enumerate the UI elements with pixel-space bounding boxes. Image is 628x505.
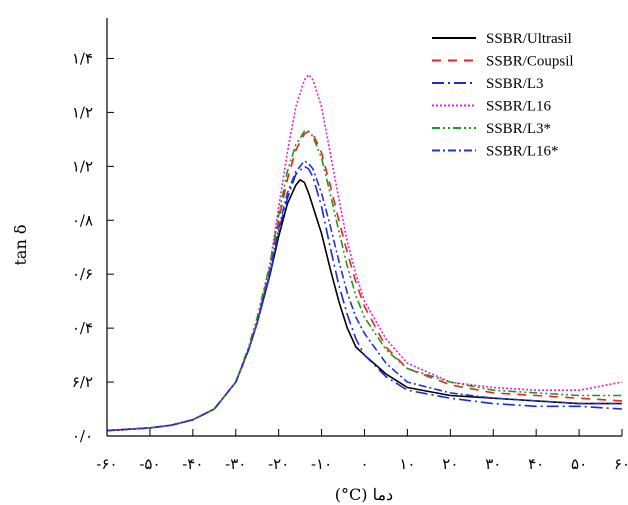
y-tick-label: ۶/۲ — [72, 373, 93, 391]
x-tick-label: -۳۰ — [225, 455, 246, 473]
x-tick-label: -۶۰ — [96, 455, 117, 473]
x-tick-label: -۱۰ — [311, 455, 332, 473]
axes-layer — [106, 18, 622, 437]
y-tick-label: ۱/۲ — [72, 157, 93, 175]
x-tick-label: ۱۰ — [399, 455, 415, 473]
x-axis-title: (°C) دما — [335, 485, 393, 504]
series-line-ssbr-l3 — [106, 130, 622, 432]
x-tick-label: -۴۰ — [182, 455, 203, 473]
y-tick-label: ۱/۴ — [72, 49, 93, 67]
y-tick-label: ۰/۰ — [72, 427, 93, 445]
series-line-ssbr-coupsil — [106, 130, 623, 432]
legend: SSBR/Ultrasil SSBR/Coupsil SSBR/L3 SSBR/L16… — [432, 31, 574, 160]
x-tick-label: ۶۰ — [614, 455, 628, 473]
legend-label: SSBR/Coupsil — [486, 54, 574, 70]
y-tick-label: ۰/۸ — [72, 211, 93, 229]
legend-label: SSBR/L16 — [486, 99, 552, 115]
x-tick-label: ۲۰ — [442, 455, 458, 473]
x-tick-label: -۵۰ — [139, 455, 160, 473]
ticks-layer: -۶۰ -۵۰ -۴۰ -۳۰ -۲۰ -۱۰ ۰ ۱۰ ۲۰ ۳۰ ۴۰ ۵۰ ۶۰ ۰/۰ ۶/۲ ۰/۴… — [72, 49, 628, 473]
x-tick-label: ۵۰ — [571, 455, 587, 473]
legend-label: SSBR/Ultrasil — [486, 31, 572, 47]
series-line-ssbr-l16 — [106, 160, 622, 432]
series-layer — [106, 73, 623, 432]
y-axis-title: tan δ — [11, 225, 30, 266]
legend-label: SSBR/L3* — [486, 121, 551, 137]
x-tick-label: ۰ — [360, 455, 368, 473]
y-tick-label: ۱/۲ — [72, 103, 93, 121]
x-tick-label: ۴۰ — [528, 455, 544, 473]
x-tick-label: ۳۰ — [485, 455, 501, 473]
x-tick-label: -۲۰ — [268, 455, 289, 473]
y-tick-label: ۰/۴ — [72, 319, 93, 337]
legend-label: SSBR/L3 — [486, 76, 544, 92]
legend-label: SSBR/L16* — [486, 144, 559, 160]
y-tick-label: ۰/۶ — [72, 265, 93, 283]
series-line-ssbr-l3 — [106, 165, 623, 432]
